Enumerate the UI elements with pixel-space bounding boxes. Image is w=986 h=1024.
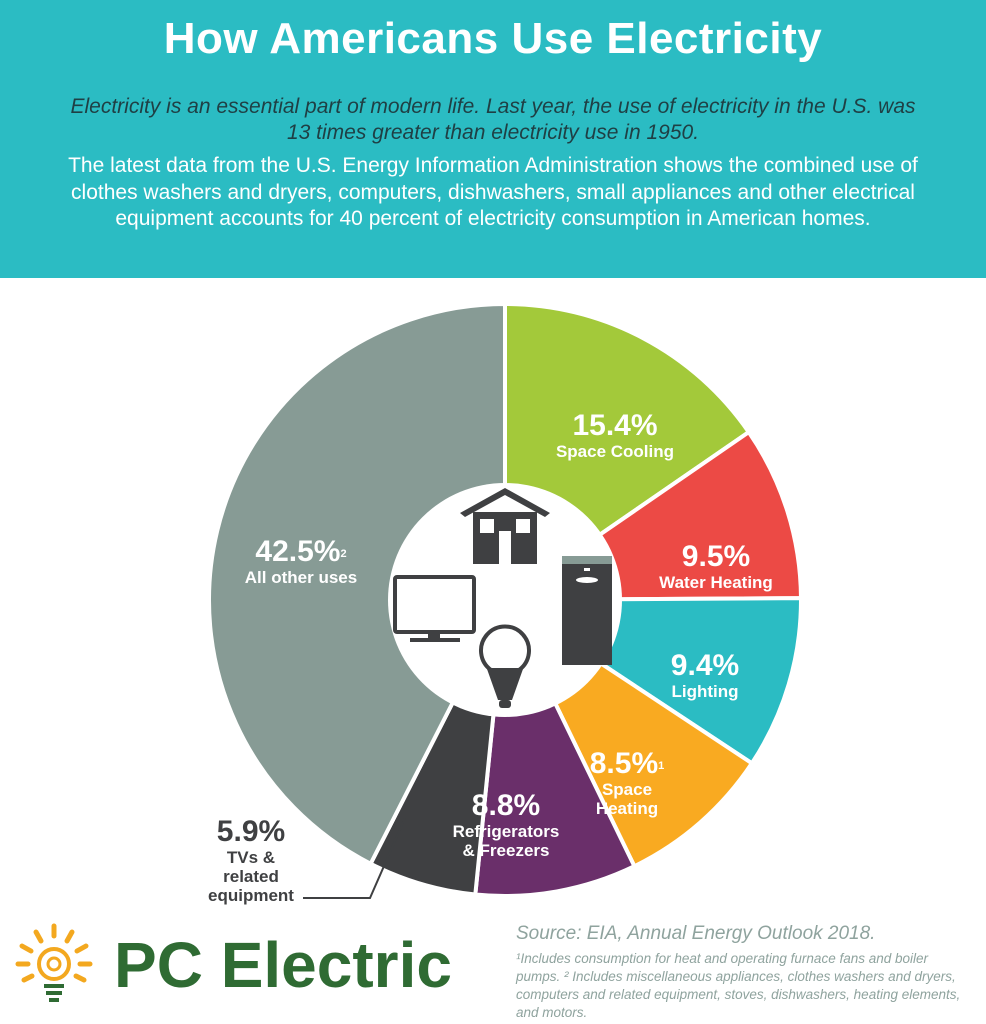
label-other: 42.5%2 All other uses — [244, 535, 358, 588]
donut-chart: 15.4% Space Cooling 9.5% Water Heating 9… — [0, 278, 986, 918]
footnotes: ¹Includes consumption for heat and opera… — [516, 951, 961, 1020]
house-icon — [460, 488, 550, 564]
light-bulb-icon — [479, 624, 531, 708]
label-water-heating: 9.5% Water Heating — [659, 540, 773, 593]
water-heater-icon — [562, 556, 612, 665]
label-lighting: 9.4% Lighting — [670, 649, 740, 702]
label-space-cooling: 15.4% Space Cooling — [555, 409, 675, 462]
page-title: How Americans Use Electricity — [163, 14, 823, 63]
tv-icon — [393, 575, 476, 642]
label-space-heating: 8.5%1 Space Heating — [589, 747, 665, 819]
tv-leader-line — [303, 817, 406, 899]
intro-text: Electricity is an essential part of mode… — [70, 95, 916, 144]
sun-bulb-logo-icon — [15, 923, 93, 1002]
logo-text: PC Electric — [114, 929, 452, 1001]
header-banner: How Americans Use Electricity Electricit… — [0, 0, 986, 278]
donut-svg — [207, 301, 804, 899]
source-text: Source: EIA, Annual Energy Outlook 2018. — [516, 923, 876, 944]
body-text: The latest data from the U.S. Energy Inf… — [68, 154, 918, 230]
label-refrigerators: 8.8% Refrigerators & Freezers — [452, 789, 560, 861]
label-tvs: 5.9% TVs & related equipment — [208, 815, 294, 906]
pc-electric-logo: PC Electric — [14, 920, 454, 1010]
